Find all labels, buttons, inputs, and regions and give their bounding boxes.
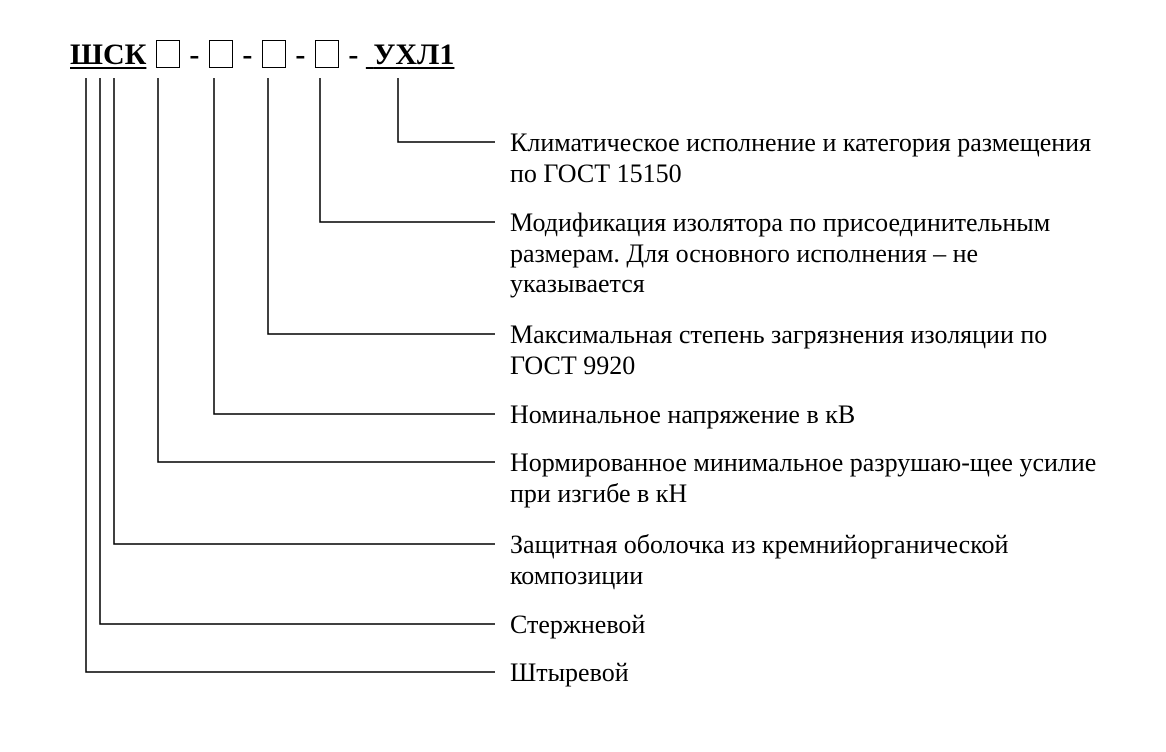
leader-line-d6 bbox=[114, 78, 495, 544]
description-d5: Нормированное минимальное разрушаю-щее у… bbox=[510, 448, 1100, 509]
leader-line-d2 bbox=[320, 78, 495, 222]
leader-line-d7 bbox=[100, 78, 495, 624]
description-d1: Климатическое исполнение и категория раз… bbox=[510, 128, 1100, 189]
leader-line-d1 bbox=[398, 78, 495, 142]
leader-line-d3 bbox=[268, 78, 495, 334]
description-d7: Стержневой bbox=[510, 610, 1100, 641]
leader-line-d8 bbox=[86, 78, 495, 672]
description-d2: Модификация изолятора по присоединительн… bbox=[510, 208, 1100, 300]
description-d3: Максимальная степень загрязнения изоляци… bbox=[510, 320, 1100, 381]
diagram-canvas: ШСК - - - - УХЛ1 Климатическое исполнени… bbox=[0, 0, 1166, 752]
description-d6: Защитная оболочка из кремнийорганической… bbox=[510, 530, 1100, 591]
description-d8: Штыревой bbox=[510, 658, 1100, 689]
leader-line-d4 bbox=[214, 78, 495, 414]
description-d4: Номинальное напряжение в кВ bbox=[510, 400, 1100, 431]
leader-line-d5 bbox=[158, 78, 495, 462]
